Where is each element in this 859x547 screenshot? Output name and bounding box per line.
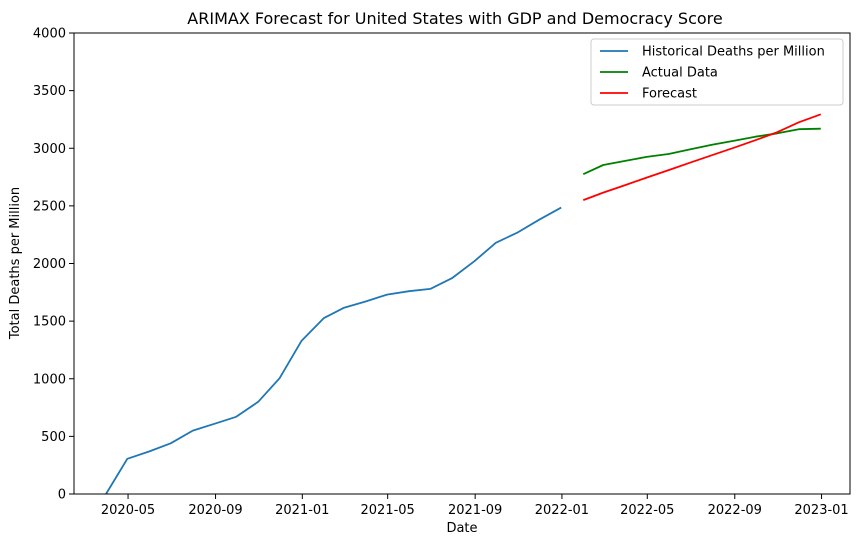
- y-tick-label: 500: [41, 430, 66, 445]
- x-tick-label: 2020-09: [188, 503, 242, 518]
- axes-layer: 0 500 1000 1500 2000 2500 3000 3500 4000 2020-05 2…: [33, 27, 851, 518]
- series-line-2: [582, 127, 821, 176]
- x-tick-label: 2020-05: [101, 503, 155, 518]
- y-axis-title: Total Deaths per Million: [8, 187, 23, 340]
- legend-box: [590, 38, 844, 106]
- legend-label-3: Forecast: [642, 87, 697, 102]
- legend-label-2: Actual Data: [642, 66, 718, 81]
- y-tick-label: 2000: [33, 257, 66, 272]
- series-line-1: [105, 206, 562, 495]
- y-tick-label: 3500: [33, 84, 66, 99]
- legend-label-1: Historical Deaths per Million: [642, 45, 825, 60]
- y-tick-label: 3000: [33, 142, 66, 157]
- y-tick-label: 0: [58, 488, 66, 503]
- y-tick-label: 4000: [33, 27, 66, 42]
- x-tick-label: 2022-09: [708, 503, 762, 518]
- y-tick-label: 2500: [33, 199, 66, 214]
- y-tick-label: 1500: [33, 315, 66, 330]
- x-axis-title: Date: [446, 521, 477, 536]
- x-tick-label: 2022-05: [620, 503, 674, 518]
- legend: Historical Deaths per Million Actual Data…: [590, 38, 844, 106]
- x-tick-label: 2021-09: [448, 503, 502, 518]
- series-line-3: [582, 113, 822, 201]
- x-tick-label: 2022-01: [535, 503, 589, 518]
- chart-title: ARIMAX Forecast for United States with G…: [187, 9, 722, 28]
- y-tick-label: 1000: [33, 372, 66, 387]
- x-tick-label: 2023-01: [794, 503, 848, 518]
- series-layer: [105, 113, 822, 495]
- x-tick-label: 2021-05: [361, 503, 415, 518]
- x-tick-label: 2021-01: [275, 503, 329, 518]
